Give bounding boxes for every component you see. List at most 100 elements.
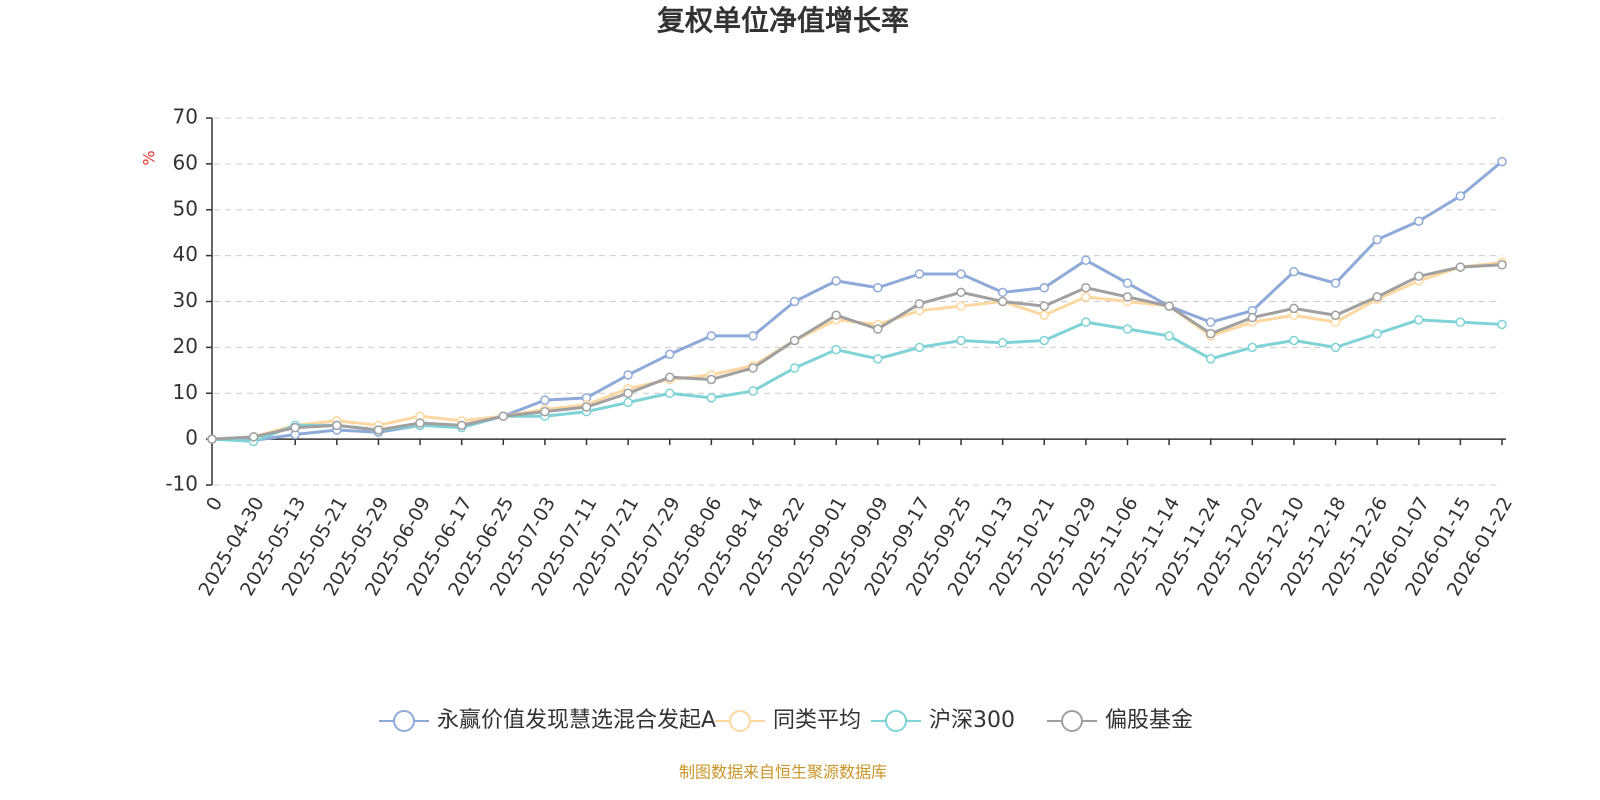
y-tick-label: 30: [173, 288, 198, 312]
point: [997, 338, 1008, 348]
point: [873, 324, 883, 334]
y-tick-label: 20: [173, 334, 198, 358]
y-unit: %: [140, 150, 159, 165]
point: [1039, 282, 1050, 293]
legend-label: 同类平均: [773, 708, 861, 733]
point: [914, 269, 925, 279]
point: [664, 388, 675, 398]
point: [664, 349, 675, 360]
point: [873, 354, 883, 364]
point: [1289, 335, 1299, 346]
y-tick-label: 50: [173, 196, 198, 220]
point: [1330, 278, 1341, 288]
point: [1122, 278, 1133, 288]
point: [1122, 324, 1133, 334]
legend-marker: [393, 710, 415, 732]
point: [1330, 342, 1341, 353]
point: [1372, 234, 1382, 245]
point: [1372, 328, 1382, 339]
point: [789, 335, 800, 346]
point: [748, 386, 758, 396]
point: [623, 388, 633, 398]
point: [956, 301, 966, 311]
point: [873, 282, 883, 293]
legend-label: 偏股基金: [1105, 708, 1193, 733]
point: [1205, 354, 1216, 364]
point: [373, 425, 384, 435]
point: [456, 420, 467, 431]
series-line: [211, 261, 1503, 441]
footer: 制图数据来自恒生聚源数据库: [679, 763, 887, 782]
legend-label: 沪深300: [929, 708, 1015, 733]
point: [914, 299, 925, 309]
point: [540, 395, 550, 405]
point: [1081, 292, 1091, 302]
series-line: [211, 263, 1503, 441]
point: [1372, 292, 1382, 302]
point: [1289, 303, 1299, 314]
point: [914, 342, 925, 353]
y-tick-label: 60: [173, 150, 198, 174]
point: [1247, 342, 1258, 353]
legend-label: 永赢价值发现慧选混合发起A: [437, 708, 716, 733]
legend-item[interactable]: 永赢价值发现慧选混合发起A: [379, 708, 716, 733]
point: [540, 406, 550, 417]
y-tick-label: 0: [185, 426, 198, 450]
point: [664, 372, 675, 382]
series-line: [211, 318, 1503, 443]
point: [498, 411, 509, 421]
x-tick-label: 0: [202, 493, 227, 514]
point: [831, 310, 841, 321]
legend-marker: [885, 710, 907, 732]
point: [1247, 312, 1258, 323]
point: [789, 363, 800, 373]
chart-title: 复权单位净值增长率: [657, 4, 909, 37]
point: [1081, 255, 1091, 265]
point: [956, 335, 966, 346]
point: [1330, 310, 1341, 321]
point: [789, 296, 800, 307]
point: [1081, 282, 1091, 293]
y-tick-label: -10: [165, 472, 198, 496]
point: [1205, 328, 1216, 339]
point: [1497, 156, 1507, 167]
point: [581, 402, 592, 412]
point: [623, 370, 633, 380]
point: [706, 374, 717, 385]
point: [1414, 271, 1424, 282]
point: [1039, 310, 1050, 321]
legend-item[interactable]: 沪深300: [871, 708, 1015, 733]
point: [1289, 266, 1299, 277]
point: [207, 434, 217, 444]
point: [1039, 301, 1050, 311]
point: [623, 397, 633, 408]
point: [706, 393, 717, 403]
legend-item[interactable]: 偏股基金: [1047, 708, 1193, 733]
point: [1414, 315, 1424, 325]
point: [1455, 262, 1466, 272]
point: [956, 287, 966, 298]
point: [831, 276, 841, 286]
point: [1497, 319, 1507, 330]
legend-marker: [729, 710, 751, 732]
point: [1081, 317, 1091, 327]
point: [1414, 216, 1424, 226]
point: [831, 344, 841, 355]
point: [290, 422, 300, 433]
point: [997, 296, 1008, 307]
point: [1455, 317, 1466, 327]
point: [1497, 260, 1507, 270]
legend-item[interactable]: 同类平均: [715, 708, 861, 733]
point: [1164, 301, 1174, 311]
point: [332, 420, 342, 431]
point: [997, 287, 1008, 298]
point: [1039, 335, 1050, 346]
legend-marker: [1061, 710, 1083, 732]
y-tick-label: 10: [173, 380, 198, 404]
point: [248, 432, 259, 442]
point: [1205, 317, 1216, 327]
point: [706, 331, 717, 341]
point: [1455, 191, 1466, 201]
y-tick-label: 70: [173, 105, 198, 129]
